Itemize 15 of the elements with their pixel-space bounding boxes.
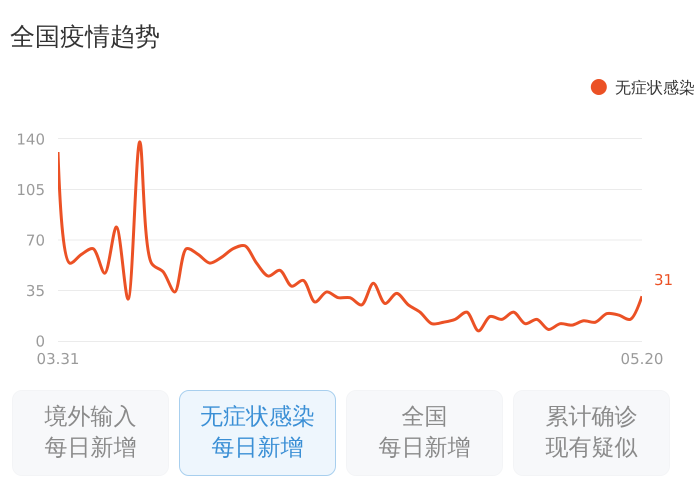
legend-label: 无症状感染 xyxy=(614,78,695,98)
tab-button: 境外输入 每日新增 xyxy=(12,390,169,476)
data-label: 31 xyxy=(654,271,674,289)
y-tick-label: 35 xyxy=(26,282,45,300)
chart-title: 全国疫情趋势 xyxy=(10,22,160,51)
tab-button: 全国 每日新增 xyxy=(346,390,503,476)
x-tick-label: 03.31 xyxy=(36,350,80,368)
tab-button: 无症状感染 每日新增 xyxy=(179,390,336,476)
tab-button: 累计确诊 现有疑似 xyxy=(513,390,670,476)
x-tick-label: 05.20 xyxy=(620,350,664,368)
y-tick-label: 70 xyxy=(26,231,45,250)
y-tick-label: 140 xyxy=(16,130,45,148)
y-tick-label: 105 xyxy=(16,180,45,199)
line-series xyxy=(58,140,642,332)
y-tick-label: 0 xyxy=(35,332,45,350)
